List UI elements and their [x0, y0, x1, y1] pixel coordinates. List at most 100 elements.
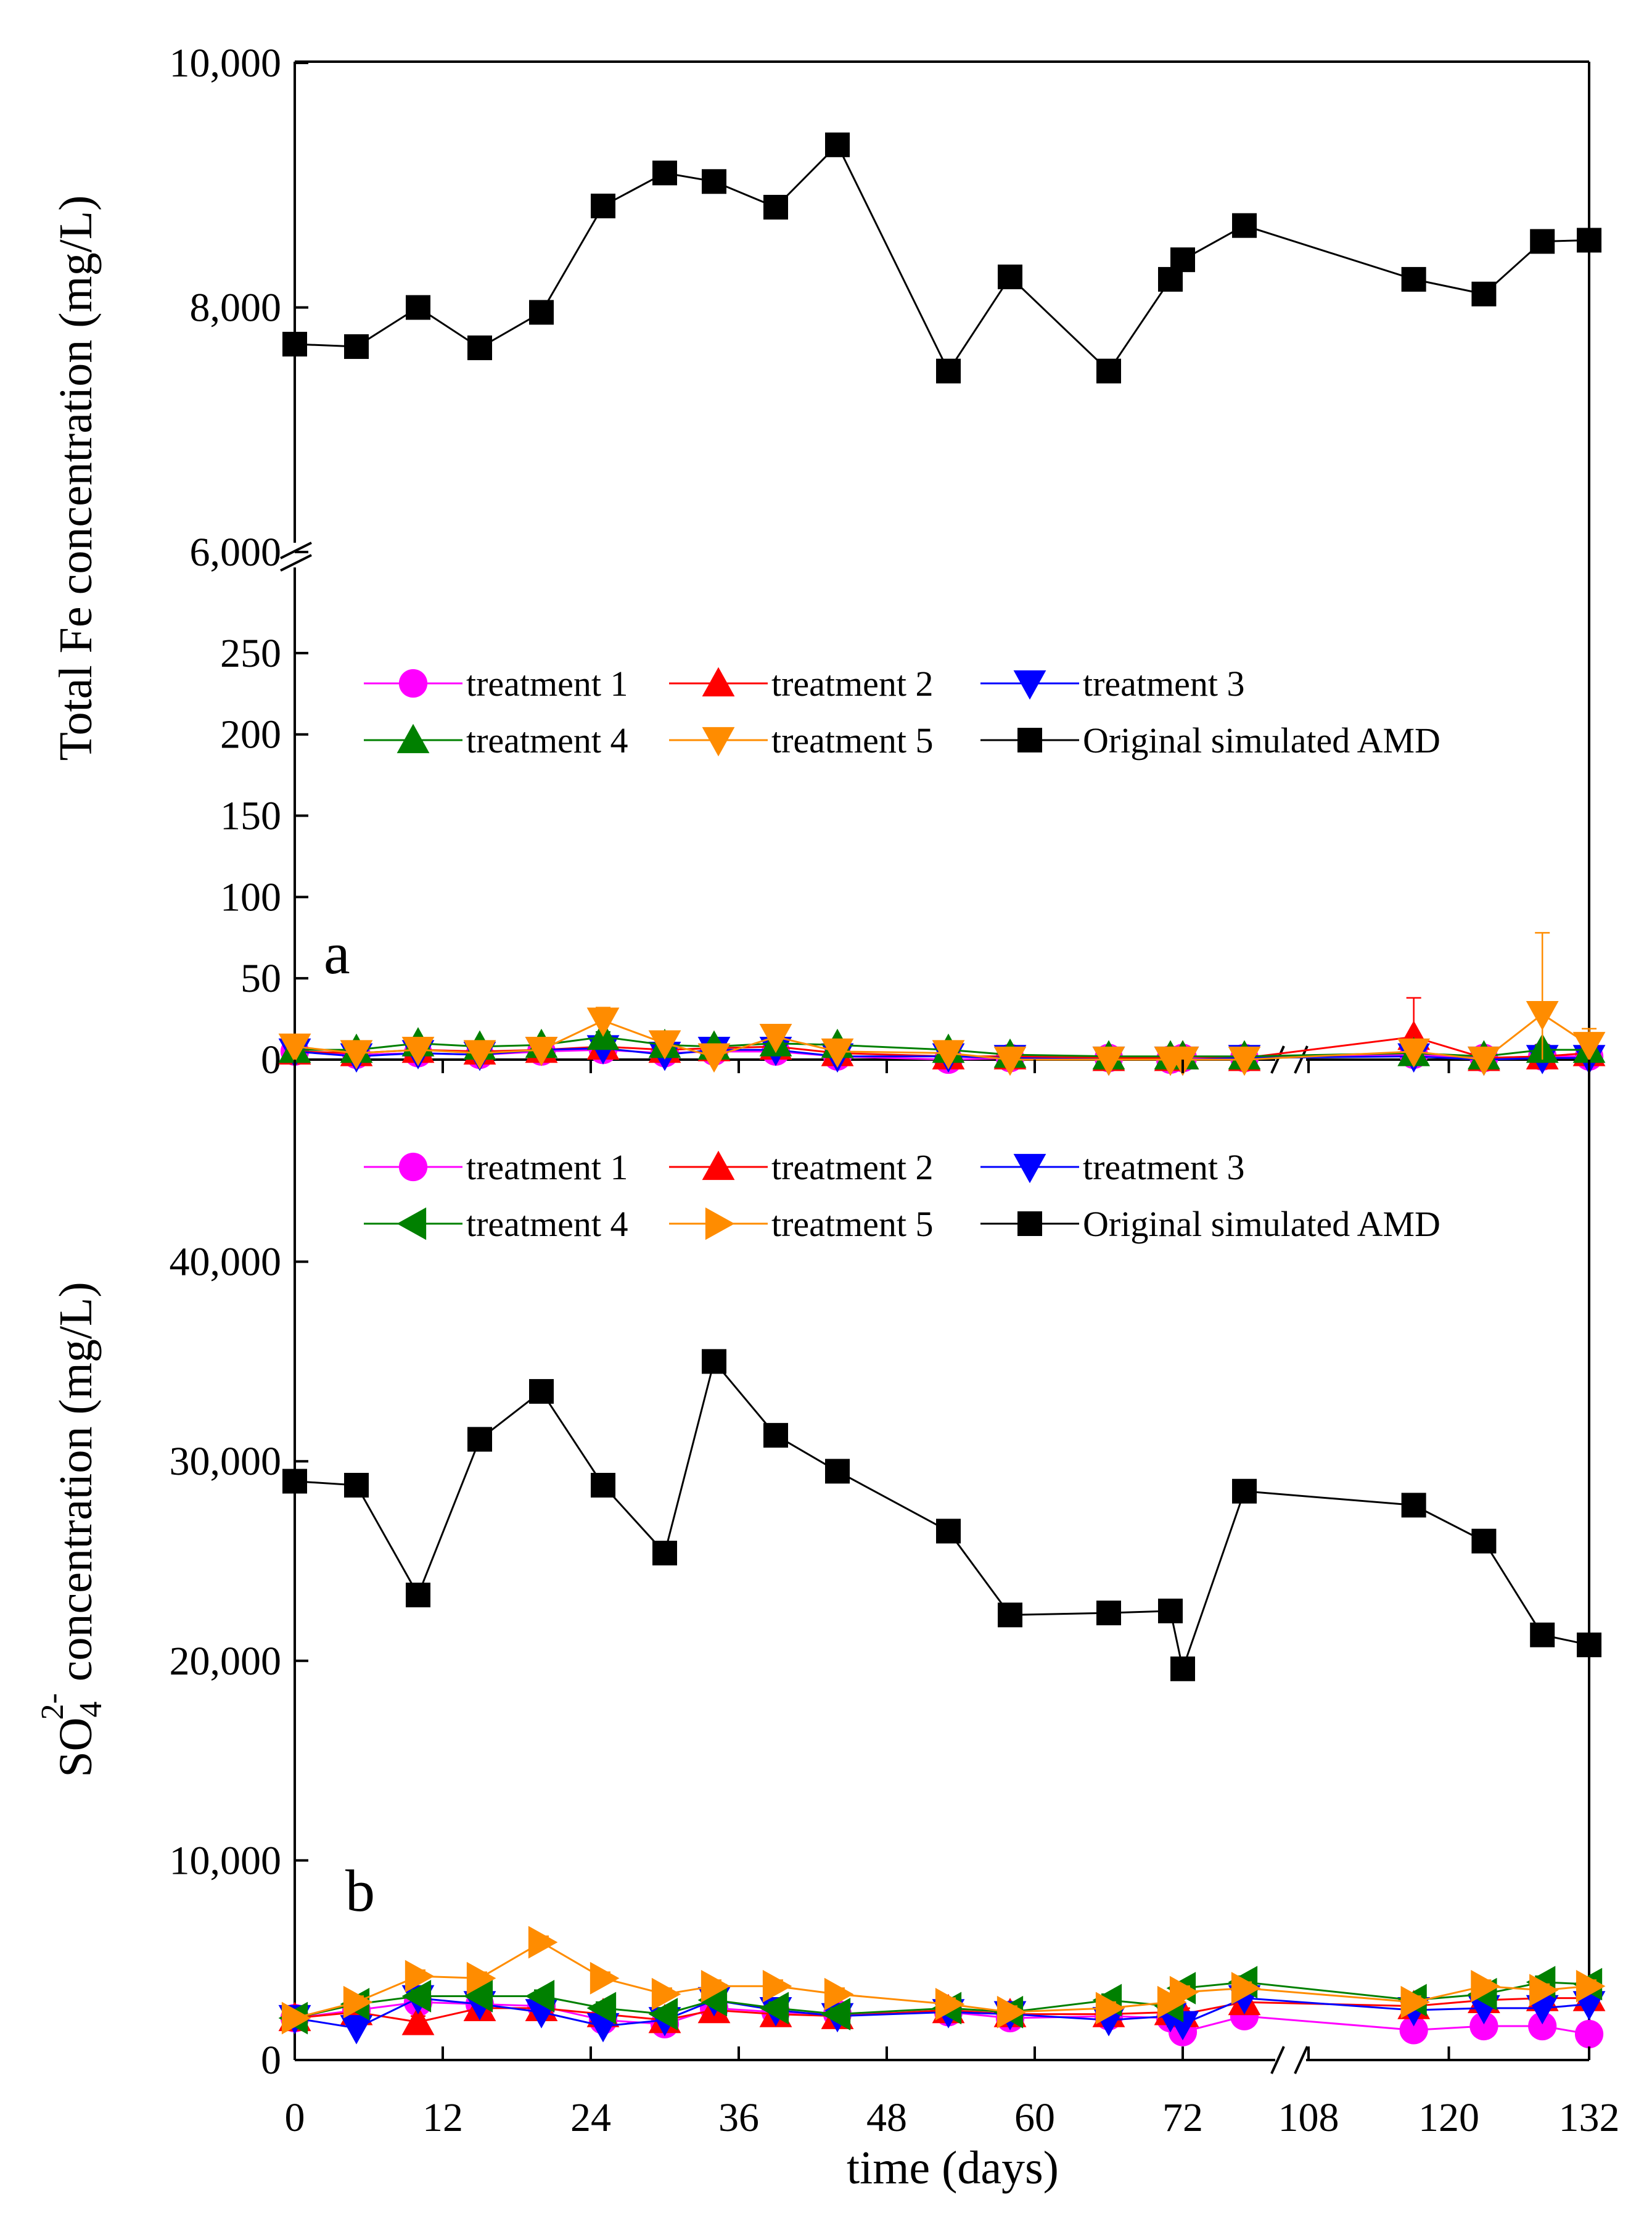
data-point — [936, 358, 961, 384]
data-point — [590, 1961, 620, 1995]
panel-a-y-tick-label: 250 — [220, 631, 281, 676]
panel-a-y-tick-label: 6,000 — [190, 530, 282, 575]
data-point — [1096, 358, 1121, 384]
data-point — [1471, 1969, 1500, 2003]
data-point — [824, 1977, 854, 2011]
series-treatment-5 — [278, 932, 1606, 1076]
data-point — [1397, 1038, 1431, 1068]
panel-a-legend: treatment 1 treatment 2 treatment 3 treatme… — [364, 664, 1440, 760]
panel-a-series — [278, 132, 1606, 1076]
data-point — [763, 1423, 788, 1448]
data-point — [652, 160, 677, 186]
panel-b-label: b — [345, 1858, 375, 1924]
data-point — [467, 1427, 492, 1452]
data-point — [1095, 1992, 1125, 2025]
data-point — [1232, 213, 1257, 238]
data-point — [281, 2001, 311, 2035]
legend-label: treatment 2 — [771, 1147, 934, 1187]
so4-symbol: SO — [50, 1718, 102, 1778]
panel-a-y-tick-label: 50 — [240, 956, 281, 1001]
data-point — [344, 1473, 369, 1498]
panel-b-y-tick-label: 10,000 — [170, 1838, 282, 1883]
series-treatment-5 — [281, 1926, 1606, 2035]
data-point — [1401, 1493, 1426, 1518]
panel-a-y-tick-label: 8,000 — [190, 286, 282, 331]
panel-b-y-tick-label: 20,000 — [170, 1639, 282, 1684]
legend-item-treatment-2: treatment 2 — [669, 664, 934, 704]
legend-label: treatment 1 — [466, 1147, 628, 1187]
data-point — [1471, 1528, 1497, 1554]
data-point — [466, 1961, 496, 1995]
legend-item-treatment-5: treatment 5 — [669, 720, 934, 760]
data-point — [697, 1043, 731, 1073]
legend-label: treatment 4 — [466, 1204, 628, 1244]
legend-item-treatment-3: treatment 3 — [980, 664, 1245, 704]
data-point — [998, 264, 1022, 289]
x-tick-label: 108 — [1278, 2095, 1339, 2140]
x-tick-label: 12 — [422, 2095, 463, 2140]
series-line-treatment-5 — [294, 1941, 1590, 2019]
panel-a: 6,000 8,000 10,000 0 50 100 150 200 250 treatmen… — [50, 41, 1606, 1082]
data-point — [1577, 228, 1602, 253]
data-point — [1399, 2016, 1428, 2045]
data-point — [1158, 1598, 1183, 1623]
data-point — [278, 1033, 311, 1063]
data-point — [529, 300, 554, 325]
panel-a-y-tick-label: 200 — [220, 712, 281, 757]
panel-b-y-axis-title: SO42- concentration (mg/L) — [35, 1282, 109, 1777]
legend-marker — [705, 1207, 735, 1240]
data-point — [1528, 2011, 1557, 2041]
legend-label: treatment 1 — [466, 664, 628, 704]
data-point — [1529, 1974, 1559, 2007]
so4-superscript: 2- — [35, 1693, 70, 1720]
data-point — [343, 1985, 373, 2019]
data-point — [821, 1038, 854, 1068]
data-point — [1166, 2011, 1199, 2041]
data-point — [1092, 1046, 1125, 1076]
panel-a-y-tick-label: 150 — [220, 794, 281, 839]
panel-b-x-break-mark — [1294, 2046, 1309, 2074]
x-tick-label: 72 — [1162, 2095, 1203, 2140]
panel-a-y-tick-label: 100 — [220, 875, 281, 920]
data-point — [1574, 2019, 1604, 2049]
panel-b-y-tick-label: 40,000 — [170, 1240, 282, 1285]
data-point — [1169, 1976, 1199, 2009]
data-point — [762, 1969, 792, 2003]
x-axis-title: time (days) — [847, 2142, 1059, 2194]
legend-label: treatment 3 — [1083, 1147, 1245, 1187]
x-tick-label: 132 — [1559, 2095, 1620, 2140]
data-point — [648, 1030, 681, 1060]
data-point — [759, 1992, 789, 2025]
legend-label: treatment 5 — [771, 1204, 934, 1244]
data-point — [1469, 2011, 1498, 2041]
legend-item-treatment-1: treatment 1 — [364, 664, 628, 704]
legend-item-treatment-3: treatment 3 — [980, 1147, 1245, 1187]
data-point — [463, 1980, 493, 2013]
data-point — [401, 1980, 432, 2013]
data-point — [340, 2015, 373, 2045]
legend-marker — [397, 1207, 427, 1240]
data-point — [821, 1998, 851, 2030]
data-point — [344, 334, 369, 359]
data-point — [652, 1541, 677, 1566]
data-point — [340, 1040, 373, 1069]
panel-b-x-break-mark — [1270, 2046, 1285, 2074]
data-point — [993, 1046, 1027, 1076]
data-point — [702, 1349, 726, 1374]
data-point — [1170, 1656, 1195, 1681]
data-point — [1468, 1046, 1500, 1076]
data-point — [282, 331, 307, 356]
data-point — [1526, 1001, 1559, 1031]
data-point — [529, 1378, 554, 1404]
legend-marker — [1013, 1153, 1046, 1184]
data-point — [998, 1602, 1022, 1628]
panel-a-y-tick-label: 0 — [261, 1037, 281, 1082]
legend-label: treatment 4 — [466, 720, 628, 760]
legend-marker — [702, 667, 735, 697]
data-point — [1400, 1985, 1431, 2019]
legend-label: Original simulated AMD — [1083, 720, 1440, 760]
x-tick-label: 120 — [1418, 2095, 1479, 2140]
data-point — [1572, 1032, 1606, 1061]
legend-item-treatment-4: treatment 4 — [364, 720, 628, 760]
